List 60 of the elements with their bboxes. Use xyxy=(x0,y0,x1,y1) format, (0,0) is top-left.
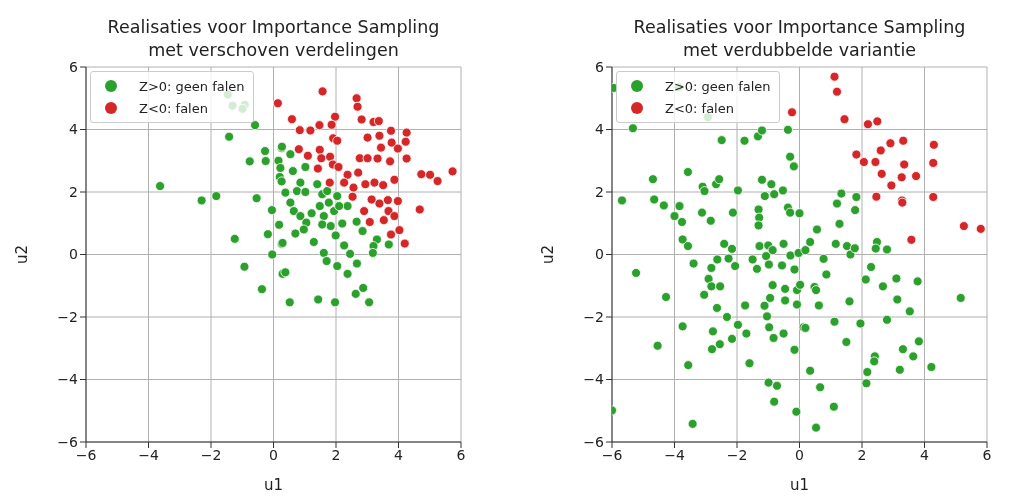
point xyxy=(899,159,910,170)
point xyxy=(839,114,850,125)
point xyxy=(858,157,869,167)
x-tick-label: 6 xyxy=(982,446,992,463)
y-tick-label: −6 xyxy=(583,433,605,450)
y-tick-label: 2 xyxy=(595,183,604,200)
y-axis-title: u2 xyxy=(539,244,558,265)
point xyxy=(870,157,881,167)
point xyxy=(928,158,939,168)
x-tick-label: 4 xyxy=(920,446,930,463)
point xyxy=(896,172,907,183)
y-tick-label: 6 xyxy=(69,58,79,75)
y-tick-label: −6 xyxy=(57,433,79,450)
x-tick-label: 4 xyxy=(394,446,404,463)
y-tick-label: −2 xyxy=(57,308,78,325)
x-tick-label: −4 xyxy=(138,446,159,463)
legend-label: Z<0: falen xyxy=(665,100,734,116)
point xyxy=(872,116,883,127)
point xyxy=(958,221,969,231)
point xyxy=(829,71,840,82)
x-axis-title: u1 xyxy=(263,476,284,494)
y-tick-label: 4 xyxy=(69,121,79,138)
x-tick-label: −2 xyxy=(726,446,748,463)
y-tick-label: 4 xyxy=(595,121,605,138)
y-tick-label: −4 xyxy=(57,371,79,388)
point xyxy=(886,180,897,191)
x-tick-label: −2 xyxy=(200,446,222,463)
y-tick-label: −2 xyxy=(583,308,604,325)
x-tick-label: −4 xyxy=(664,446,685,463)
point xyxy=(871,191,882,202)
point xyxy=(975,223,986,234)
point xyxy=(928,192,939,202)
point xyxy=(875,145,886,156)
x-tick-label: 6 xyxy=(456,446,466,463)
x-tick-label: 2 xyxy=(331,446,341,463)
chart-title: Realisaties voor Importance Sampling met verschoven verdelingen xyxy=(107,17,440,60)
point xyxy=(851,149,862,160)
point xyxy=(787,107,797,118)
y-tick-label: 6 xyxy=(595,58,605,75)
legend-label: Z<0: falen xyxy=(139,100,208,116)
x-tick-label: 0 xyxy=(269,446,278,463)
point xyxy=(832,86,842,97)
x-axis-title: u1 xyxy=(789,476,810,494)
x-tick-label: 2 xyxy=(857,446,867,463)
y-tick-label: 0 xyxy=(595,246,604,263)
point xyxy=(911,171,921,181)
chart-title: Realisaties voor Importance Sampling met verdubbelde variantie xyxy=(633,17,966,60)
point xyxy=(863,119,873,130)
point xyxy=(876,168,887,179)
x-tick-label: 0 xyxy=(795,446,804,463)
y-tick-label: −4 xyxy=(583,371,605,388)
point xyxy=(885,138,896,149)
y-tick-label: 0 xyxy=(69,246,78,263)
point xyxy=(928,139,939,150)
point xyxy=(906,234,917,245)
legend-label: Z>0: geen falen xyxy=(139,78,245,94)
point xyxy=(898,135,909,146)
y-axis-title: u2 xyxy=(13,244,32,265)
y-tick-label: 2 xyxy=(69,183,78,200)
legend-label: Z>0: geen falen xyxy=(665,78,771,94)
